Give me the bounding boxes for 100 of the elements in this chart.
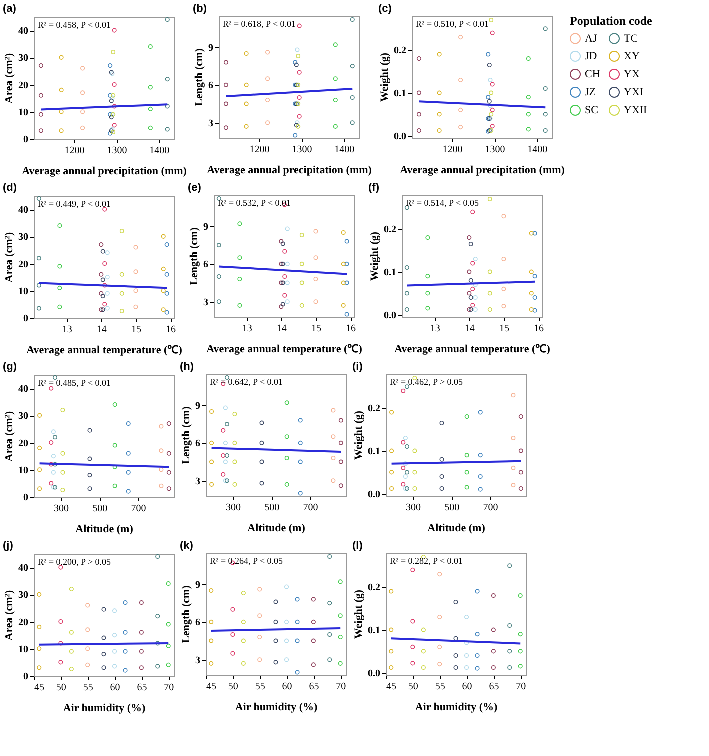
- point: [112, 649, 118, 654]
- point: [241, 590, 246, 596]
- point: [404, 206, 410, 210]
- point: [478, 410, 483, 415]
- point: [297, 114, 302, 119]
- point: [36, 306, 42, 311]
- point: [105, 250, 110, 256]
- point: [69, 630, 74, 635]
- point: [295, 48, 300, 52]
- point: [105, 275, 110, 280]
- point: [338, 484, 344, 488]
- point: [100, 294, 106, 299]
- point: [111, 50, 116, 55]
- point: [244, 51, 249, 56]
- annotation: R² = 0.618, P < 0.01: [223, 19, 296, 29]
- y-tick-label: 6: [208, 80, 214, 92]
- y-axis-title: Area (cm²): [4, 410, 16, 462]
- point: [389, 665, 394, 670]
- point: [258, 587, 262, 592]
- point: [216, 300, 222, 304]
- point: [238, 222, 242, 226]
- point: [112, 28, 117, 33]
- point: [338, 460, 344, 464]
- x-tick-label: 55: [435, 682, 446, 692]
- point: [109, 98, 114, 104]
- point: [543, 86, 548, 92]
- point: [440, 457, 444, 462]
- chart-title: (e): [188, 182, 202, 194]
- point: [508, 649, 512, 654]
- x-axis-title: Altitude (m): [428, 522, 486, 534]
- point: [224, 102, 228, 106]
- point: [284, 456, 290, 461]
- point: [139, 630, 144, 635]
- y-tick-label: 10: [18, 644, 28, 656]
- point: [508, 564, 512, 568]
- point: [266, 76, 270, 82]
- point: [478, 453, 483, 458]
- point: [341, 230, 346, 235]
- legend-label: AJ: [585, 32, 598, 45]
- point: [224, 453, 230, 458]
- point: [224, 60, 228, 65]
- annotation: R² = 0.462, P > 0.05: [390, 377, 464, 387]
- point: [543, 128, 548, 133]
- point: [112, 104, 117, 109]
- x-tick-label: 16: [534, 324, 544, 334]
- point: [38, 468, 42, 472]
- point: [284, 620, 290, 624]
- point: [508, 624, 512, 628]
- point: [266, 98, 270, 103]
- point: [166, 644, 171, 648]
- point: [284, 400, 290, 406]
- x-tick-label: 500: [444, 502, 460, 514]
- point: [51, 454, 56, 459]
- point: [126, 451, 131, 456]
- point: [421, 665, 426, 670]
- point: [295, 670, 300, 675]
- y-tick-label: 10: [18, 286, 28, 298]
- point: [529, 291, 534, 296]
- point: [139, 600, 144, 606]
- point: [300, 232, 304, 238]
- point: [126, 470, 131, 475]
- y-tick-label: 30: [18, 53, 28, 64]
- y-tick-label: 40: [18, 384, 28, 396]
- point: [58, 286, 62, 290]
- point: [401, 440, 406, 445]
- point: [543, 26, 548, 32]
- point: [410, 568, 416, 572]
- point: [102, 283, 108, 288]
- point: [473, 307, 478, 312]
- x-tick-label: 700: [303, 502, 318, 514]
- point: [123, 649, 128, 654]
- point: [328, 554, 332, 560]
- point: [518, 664, 523, 669]
- point: [341, 303, 346, 308]
- legend-label: SC: [585, 104, 598, 116]
- x-tick-label: 16: [346, 324, 356, 334]
- annotation: R² = 0.200, P > 0.05: [38, 557, 112, 567]
- point: [390, 448, 394, 454]
- point: [475, 666, 480, 671]
- x-tick-label: 45: [34, 682, 44, 694]
- x-tick-label: 50: [228, 682, 238, 692]
- point: [297, 70, 302, 75]
- y-axis-title: Weight (g): [353, 410, 365, 460]
- chart-title: (a): [3, 3, 17, 16]
- point: [518, 594, 523, 598]
- point: [159, 424, 164, 429]
- point: [297, 24, 302, 28]
- point: [490, 30, 495, 36]
- y-tick-label: 3: [196, 655, 200, 666]
- point: [478, 487, 483, 492]
- point: [216, 243, 222, 248]
- point: [112, 123, 117, 128]
- point: [468, 242, 474, 246]
- x-tick-label: 14: [96, 324, 107, 336]
- point: [69, 666, 74, 672]
- chart-title: (b): [193, 3, 208, 15]
- x-axis-title: Average annual temperature (℃): [394, 344, 551, 356]
- point: [166, 582, 171, 586]
- legend-label: JD: [585, 50, 598, 62]
- point: [210, 409, 214, 414]
